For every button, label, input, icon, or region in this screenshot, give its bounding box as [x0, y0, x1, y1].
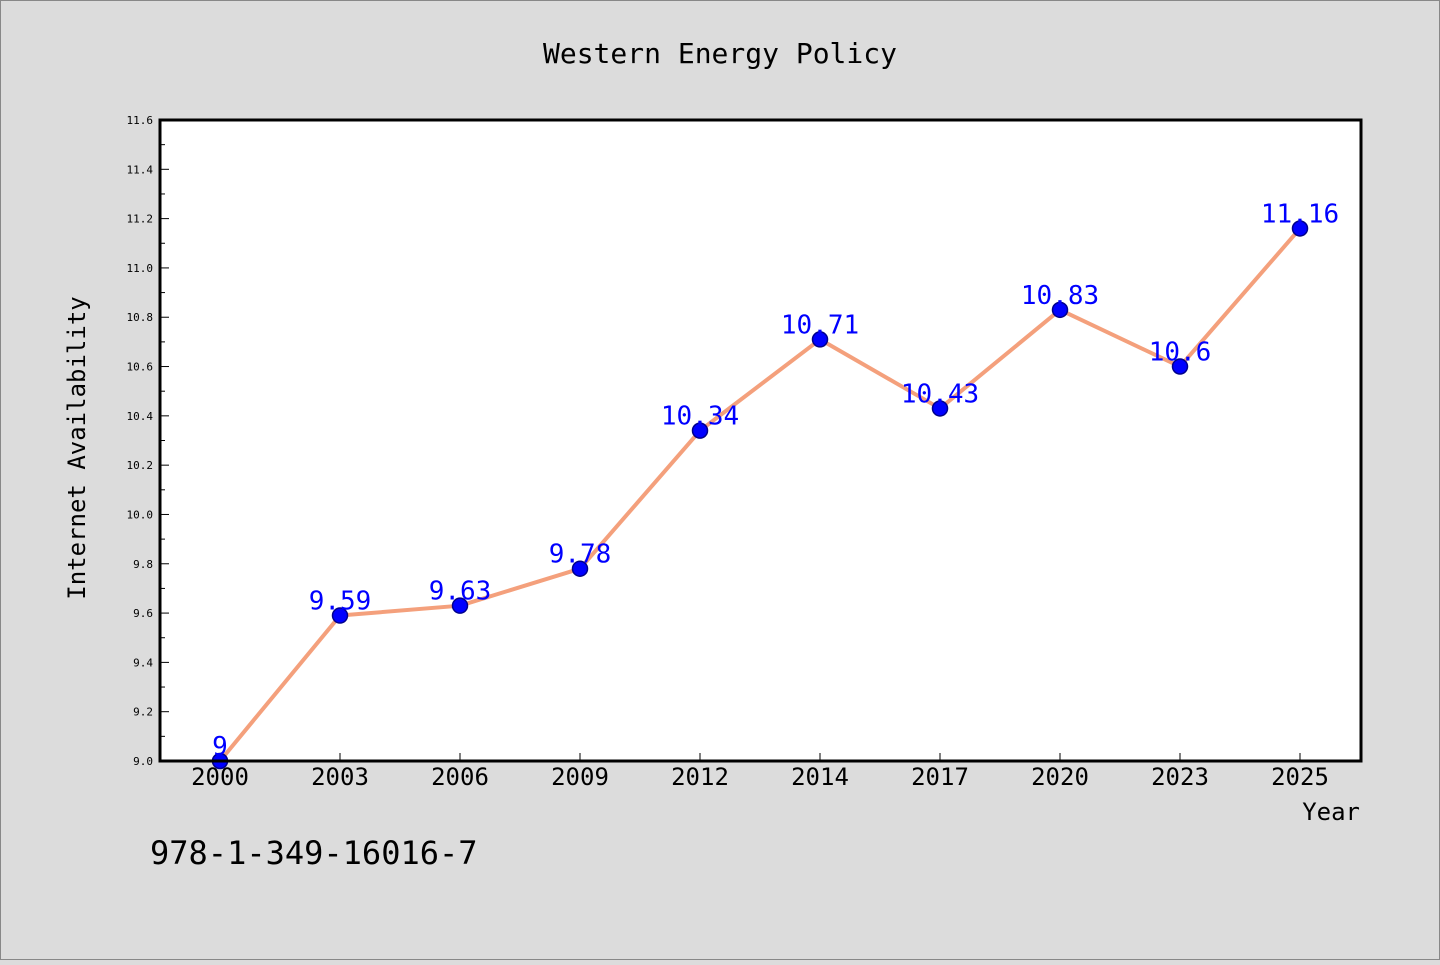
x-tick-label: 2006	[431, 763, 489, 791]
x-tick-label: 2009	[551, 763, 609, 791]
plot-area	[160, 120, 1361, 761]
y-tick-label: 10.8	[127, 311, 154, 324]
data-point	[691, 422, 709, 439]
plot-frame	[158, 118, 1363, 763]
y-tick-label: 11.0	[127, 262, 154, 275]
data-label: 11.16	[1261, 199, 1339, 229]
data-point	[331, 607, 349, 624]
data-point	[571, 560, 589, 577]
data-label: 9.78	[549, 540, 612, 570]
y-tick-label: 9.0	[133, 755, 153, 768]
y-tick-label: 9.8	[133, 558, 153, 571]
x-tick-label: 2020	[1031, 763, 1089, 791]
x-tick-label: 2025	[1271, 763, 1329, 791]
data-label: 10.34	[661, 402, 739, 432]
y-tick-label: 10.0	[127, 508, 154, 521]
data-label: 10.83	[1021, 281, 1099, 311]
x-tick-label: 2017	[911, 763, 969, 791]
data-point	[1051, 301, 1069, 319]
data-label: 10.71	[781, 310, 859, 340]
data-point	[451, 597, 469, 614]
x-tick-label: 2014	[791, 763, 849, 791]
y-tick-label: 11.4	[127, 163, 154, 176]
y-tick-label: 10.6	[127, 361, 154, 374]
y-tick-label: 9.4	[133, 656, 153, 669]
data-label: 10.6	[1149, 338, 1212, 368]
y-tick-label: 11.2	[127, 213, 154, 226]
y-tick-label: 9.6	[133, 607, 153, 620]
data-point	[1291, 220, 1309, 237]
series-line	[218, 226, 1302, 763]
y-tick-label: 11.6	[127, 114, 154, 127]
data-label: 9.63	[429, 577, 492, 607]
x-axis-label: Year	[1302, 798, 1360, 826]
x-tick-label: 2023	[1151, 763, 1209, 791]
data-label: 9	[212, 732, 228, 762]
y-axis-label: Internet Availability	[63, 296, 91, 599]
data-label: 10.43	[901, 379, 979, 409]
y-tick-label: 10.2	[127, 459, 154, 472]
x-tick-label: 2012	[671, 763, 729, 791]
data-label: 9.59	[309, 587, 372, 617]
data-point	[811, 331, 829, 348]
y-tick-label: 10.4	[127, 410, 154, 423]
y-tick-label: 9.2	[133, 706, 153, 719]
data-point	[1171, 358, 1189, 375]
data-point	[931, 400, 949, 417]
footer-isbn: 978-1-349-16016-7	[150, 834, 478, 872]
chart-title: Western Energy Policy	[543, 37, 897, 70]
x-axis: 2000 2003 2006 2009 2012 2014 2017 2020 2023 2025	[191, 753, 1329, 791]
series: 9 9.59 9.63 9.78 10.34 10.71 10.43 10.83 10.6 11.…	[211, 199, 1339, 770]
x-tick-label: 2003	[311, 763, 369, 791]
